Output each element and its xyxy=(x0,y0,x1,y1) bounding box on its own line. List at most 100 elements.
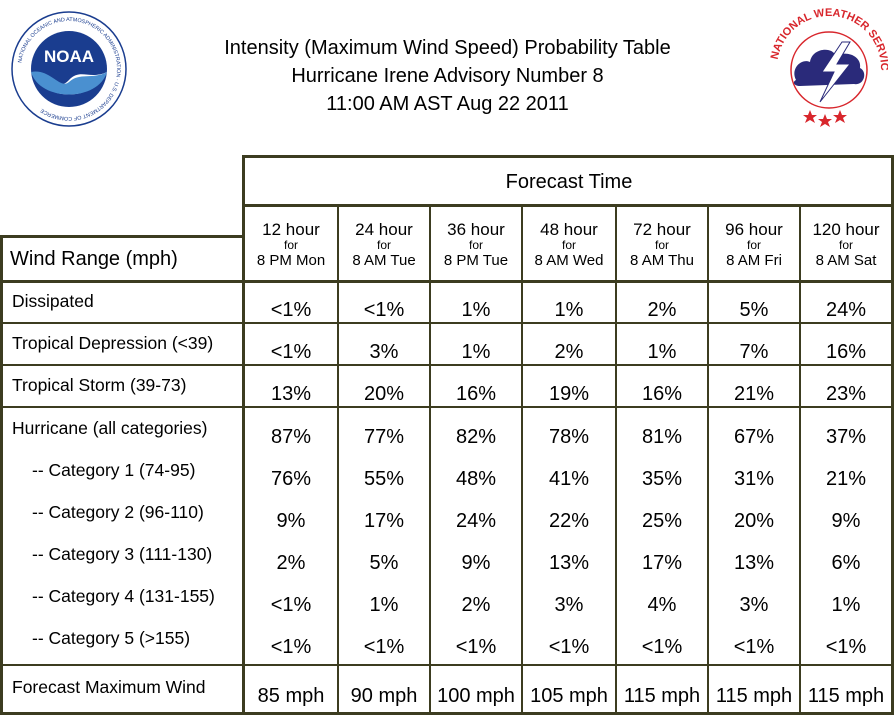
table-cell: 3% xyxy=(554,593,584,616)
grid-line xyxy=(242,155,894,158)
column-header-for: for xyxy=(654,238,669,252)
table-cell: <1% xyxy=(641,635,683,658)
row-label: Hurricane (all categories) xyxy=(12,418,208,438)
table-cell: 17% xyxy=(363,509,405,532)
table-cell: <1% xyxy=(455,635,497,658)
advisory-time: 11:00 AM AST Aug 22 2011 xyxy=(326,93,569,115)
table-cell: 22% xyxy=(548,509,590,532)
table-cell: 1% xyxy=(831,593,861,616)
table-cell: 23% xyxy=(825,382,867,405)
table-cell: <1% xyxy=(270,593,312,616)
table-cell: 31% xyxy=(733,467,775,490)
column-header-when: 8 AM Thu xyxy=(630,252,694,269)
table-cell: 5% xyxy=(739,298,769,321)
row-label: Dissipated xyxy=(12,291,94,311)
table-cell: <1% xyxy=(363,298,405,321)
column-header-hour: 120 hour xyxy=(812,220,880,239)
advisory-subtitle: Hurricane Irene Advisory Number 8 xyxy=(291,65,604,87)
column-header-for: for xyxy=(468,238,483,252)
grid-line xyxy=(0,664,894,666)
column-header-when: 8 AM Tue xyxy=(352,252,416,269)
grid-line xyxy=(891,155,894,715)
table-cell: <1% xyxy=(270,340,312,363)
table-cell: 1% xyxy=(369,593,399,616)
grid-line xyxy=(0,280,894,283)
column-header-for: for xyxy=(838,238,853,252)
grid-line xyxy=(0,406,894,408)
forecast-time-header: Forecast Time xyxy=(505,170,633,193)
table-cell: 105 mph xyxy=(530,684,608,707)
column-header-hour: 48 hour xyxy=(540,220,598,239)
table-cell: 19% xyxy=(548,382,590,405)
table-cell: 16% xyxy=(825,340,867,363)
table-cell: 3% xyxy=(739,593,769,616)
grid-line xyxy=(799,206,801,714)
column-header-for: for xyxy=(376,238,391,252)
row-label: -- Category 2 (96-110) xyxy=(32,502,204,522)
column-header-hour: 72 hour xyxy=(633,220,691,239)
table-cell: 41% xyxy=(548,467,590,490)
table-cell: 9% xyxy=(461,551,491,574)
column-header-when: 8 PM Tue xyxy=(443,252,509,269)
table-cell: 3% xyxy=(369,340,399,363)
table-cell: 76% xyxy=(270,467,312,490)
grid-line xyxy=(0,235,244,238)
row-label: Tropical Depression (<39) xyxy=(12,333,214,353)
column-header-when: 8 AM Fri xyxy=(726,252,782,269)
table-cell: 24% xyxy=(825,298,867,321)
column-header: 36 hour for 8 PM Tue xyxy=(430,220,522,270)
table-cell: 81% xyxy=(641,425,683,448)
grid-line xyxy=(242,204,894,207)
row-label: -- Category 3 (111-130) xyxy=(32,544,213,564)
table-cell: 2% xyxy=(461,593,491,616)
table-cell: 1% xyxy=(461,340,491,363)
table-cell: 100 mph xyxy=(437,684,515,707)
column-header-for: for xyxy=(746,238,761,252)
table-cell: 17% xyxy=(641,551,683,574)
table-cell: 16% xyxy=(455,382,497,405)
table-cell: 2% xyxy=(554,340,584,363)
table-cell: <1% xyxy=(270,298,312,321)
grid-line xyxy=(0,364,894,366)
grid-line xyxy=(0,712,894,715)
column-header-when: 8 AM Sat xyxy=(815,252,877,269)
table-cell: 2% xyxy=(647,298,677,321)
row-label: Tropical Storm (39-73) xyxy=(12,375,187,395)
title-block: Intensity (Maximum Wind Speed) Probabili… xyxy=(150,34,745,118)
column-header-hour: 36 hour xyxy=(447,220,505,239)
table-cell: 37% xyxy=(825,425,867,448)
table-cell: 115 mph xyxy=(715,684,793,707)
row-label: -- Category 5 (>155) xyxy=(32,628,191,648)
table-cell: 5% xyxy=(369,551,399,574)
noaa-logo: NOAA NATIONAL OCEANIC AND ATMOSPHERIC AD… xyxy=(11,11,127,127)
grid-line xyxy=(0,322,894,324)
row-label: -- Category 1 (74-95) xyxy=(32,460,196,480)
table-cell: 6% xyxy=(831,551,861,574)
row-label: -- Category 4 (131-155) xyxy=(32,586,215,606)
table-cell: 1% xyxy=(461,298,491,321)
row-label: Forecast Maximum Wind xyxy=(12,677,206,697)
grid-line xyxy=(337,206,339,714)
table-cell: 9% xyxy=(276,509,306,532)
table-cell: 1% xyxy=(647,340,677,363)
column-header: 12 hour for 8 PM Mon xyxy=(244,220,338,270)
column-header-when: 8 PM Mon xyxy=(256,252,326,269)
table-cell: 55% xyxy=(363,467,405,490)
table-cell: <1% xyxy=(825,635,867,658)
table-cell: 25% xyxy=(641,509,683,532)
grid-line xyxy=(242,155,245,715)
table-cell: 20% xyxy=(363,382,405,405)
column-header-hour: 12 hour xyxy=(262,220,320,239)
column-header-hour: 24 hour xyxy=(355,220,413,239)
table-cell: <1% xyxy=(548,635,590,658)
table-cell: 35% xyxy=(641,467,683,490)
table-cell: 1% xyxy=(554,298,584,321)
page-title: Intensity (Maximum Wind Speed) Probabili… xyxy=(224,37,671,59)
grid-line xyxy=(0,235,3,715)
wind-range-header: Wind Range (mph) xyxy=(10,247,178,270)
table-cell: <1% xyxy=(733,635,775,658)
column-header-when: 8 AM Wed xyxy=(534,252,604,269)
table-cell: 48% xyxy=(455,467,497,490)
table-cell: <1% xyxy=(363,635,405,658)
table-cell: 9% xyxy=(831,509,861,532)
